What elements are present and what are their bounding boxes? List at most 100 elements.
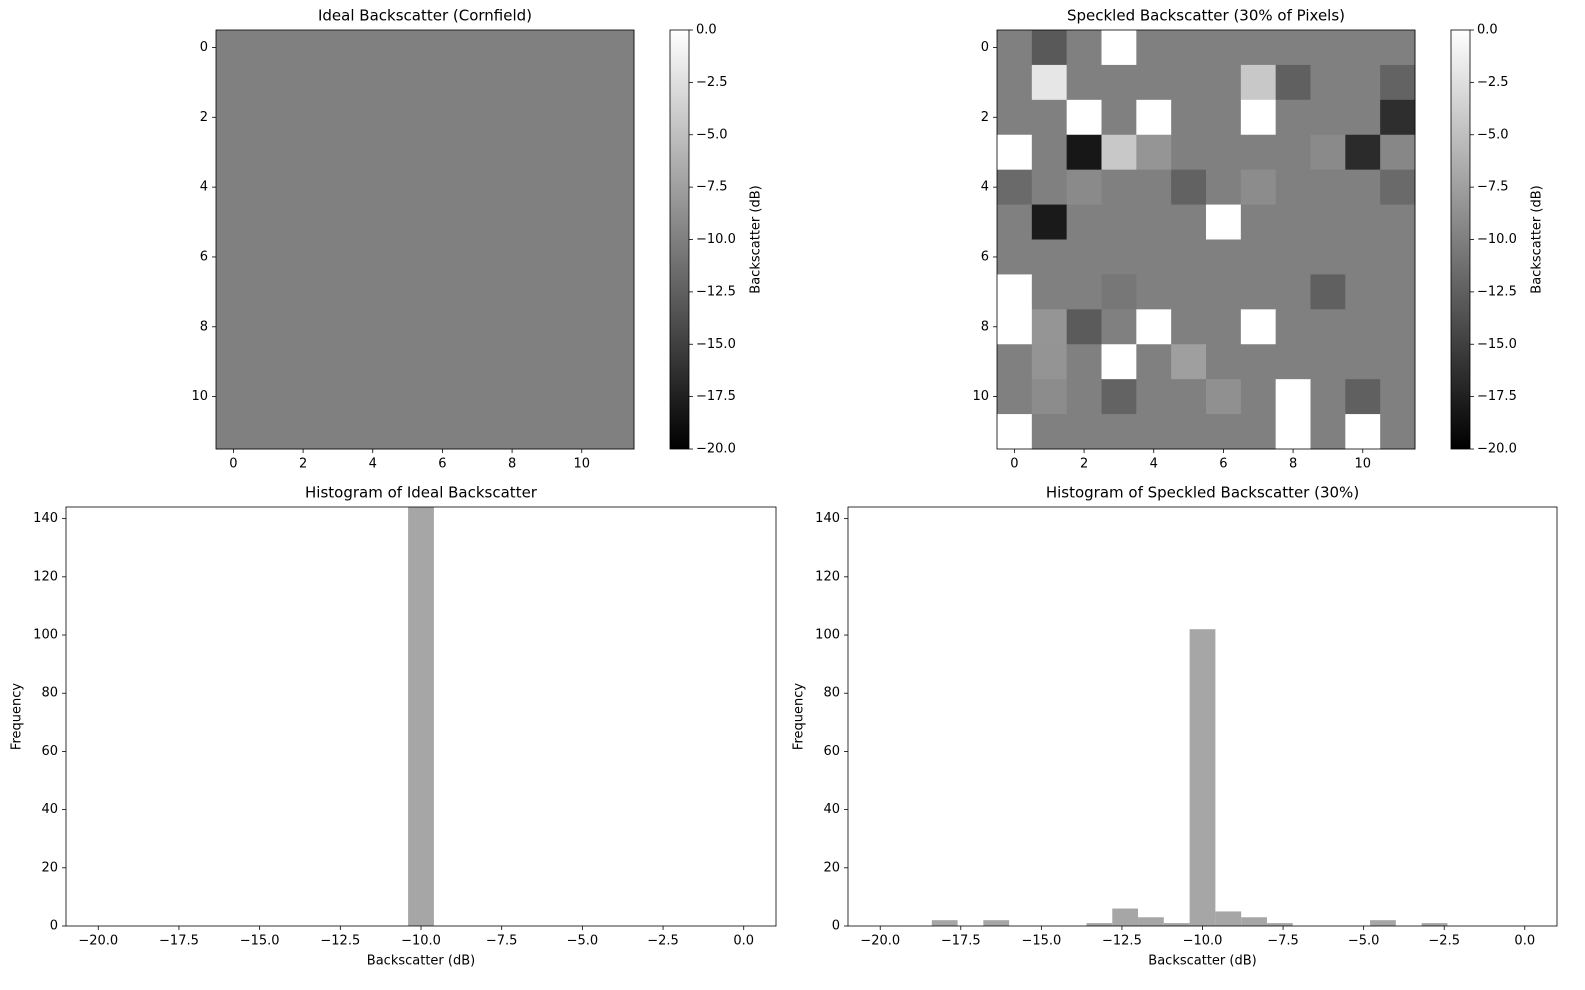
x-tick-label: 4 [369, 457, 377, 472]
heatmap-cell [1136, 309, 1172, 345]
y-tick-label: 20 [41, 860, 58, 875]
heatmap-cell [1206, 134, 1242, 171]
heatmap-cell [285, 204, 321, 240]
heatmap-cell [599, 274, 635, 310]
colorbar-tick-label: 0.0 [1477, 23, 1498, 38]
heatmap-cell [216, 274, 252, 310]
heatmap-cell [285, 414, 321, 450]
histogram-bar [1163, 923, 1190, 926]
heatmap-cell [1275, 99, 1311, 136]
heatmap-cell [997, 64, 1033, 101]
heatmap-cell [250, 30, 287, 66]
heatmap-cell [564, 30, 600, 66]
heatmap-cell [1345, 64, 1381, 101]
x-tick-label: −12.5 [1102, 934, 1142, 949]
heatmap-cell [390, 169, 426, 206]
heatmap-cell [529, 169, 565, 206]
heatmap-cell [216, 169, 252, 206]
heatmap-cell [1031, 274, 1068, 310]
heatmap-cell [250, 344, 287, 380]
heatmap-cell [1380, 309, 1416, 345]
heatmap-cell [355, 379, 391, 415]
colorbar-tick-label: −17.5 [696, 389, 736, 404]
heatmap-cell [1206, 204, 1242, 240]
heatmap-cell [997, 204, 1033, 240]
x-tick-label: 0.0 [733, 934, 754, 949]
y-tick-label: 6 [981, 249, 989, 264]
heatmap-cell [320, 169, 356, 206]
heatmap-cell [355, 134, 391, 171]
y-tick-label: 4 [981, 180, 989, 195]
heatmap-cell [1275, 204, 1311, 240]
heatmap-cell [1136, 99, 1172, 136]
heatmap-cell [1171, 274, 1207, 310]
heatmap-cell [1240, 414, 1277, 450]
y-tick-label: 10 [191, 389, 208, 404]
heatmap-cell [1171, 379, 1207, 415]
heatmap-cell [216, 309, 252, 345]
colorbar [1450, 29, 1471, 450]
heatmap-cell [1206, 30, 1242, 66]
heatmap-cell [216, 64, 252, 101]
y-tick-label: 2 [981, 110, 989, 125]
heatmap-cell [1345, 309, 1381, 345]
heatmap-cell [1066, 344, 1102, 380]
y-tick-label: 0 [832, 919, 840, 934]
heatmap-cell [1066, 379, 1102, 415]
heatmap-cell [459, 344, 496, 380]
heatmap-cell [1345, 99, 1381, 136]
heatmap-cell [425, 344, 461, 380]
histogram-bar [1189, 629, 1216, 926]
heatmap-cell [320, 379, 356, 415]
histogram-bar [1112, 908, 1139, 926]
heatmap-cell [1275, 414, 1311, 450]
heatmap-cell [390, 134, 426, 171]
y-tick-label: 10 [972, 389, 989, 404]
heatmap-cell [529, 309, 565, 345]
heatmap-cell [250, 274, 287, 310]
histogram-bar [1266, 923, 1293, 926]
y-tick-label: 6 [200, 249, 208, 264]
heatmap-cell [564, 414, 600, 450]
colorbar-tick-label: −20.0 [696, 442, 736, 457]
y-tick-label: 100 [815, 628, 840, 643]
y-tick-label: 20 [823, 860, 840, 875]
x-tick-label: 0 [229, 457, 237, 472]
heatmap-cell [1171, 169, 1207, 206]
x-tick-label: −10.0 [1183, 934, 1223, 949]
heatmap-cell [494, 99, 530, 136]
colorbar-label: Backscatter (dB) [749, 185, 764, 293]
heatmap-cell [355, 239, 391, 275]
colorbar-tick-label: −20.0 [1477, 442, 1517, 457]
y-tick-label: 8 [200, 319, 208, 334]
heatmap-cell [459, 309, 496, 345]
heatmap-cell [1101, 414, 1137, 450]
heatmap-cell [1275, 274, 1311, 310]
heatmap-cell [250, 414, 287, 450]
heatmap-cell [494, 30, 530, 66]
heatmap-cell [997, 274, 1033, 310]
heatmap-cell [285, 274, 321, 310]
heatmap-cell [1240, 204, 1277, 240]
heatmap-cell [1031, 204, 1068, 240]
x-tick-label: −12.5 [320, 934, 360, 949]
heatmap-cell [1275, 379, 1311, 415]
heatmap-cell [1066, 274, 1102, 310]
heatmap-cell [1101, 344, 1137, 380]
colorbar-tick-label: −2.5 [1477, 75, 1509, 90]
heatmap-cell [997, 344, 1033, 380]
heatmap-cell [216, 379, 252, 415]
heatmap-cell [564, 274, 600, 310]
heatmap-cell [1240, 99, 1277, 136]
heatmap-cell [459, 204, 496, 240]
histogram-bar [1086, 923, 1113, 926]
heatmap-cell [320, 99, 356, 136]
y-tick-label: 100 [33, 628, 58, 643]
colorbar-tick-label: −12.5 [696, 284, 736, 299]
heatmap-cell [599, 30, 635, 66]
heatmap-cell [425, 239, 461, 275]
heatmap-cell [997, 414, 1033, 450]
heatmap-cell [1031, 169, 1068, 206]
heatmap-cell [1031, 414, 1068, 450]
heatmap-cell [494, 134, 530, 171]
